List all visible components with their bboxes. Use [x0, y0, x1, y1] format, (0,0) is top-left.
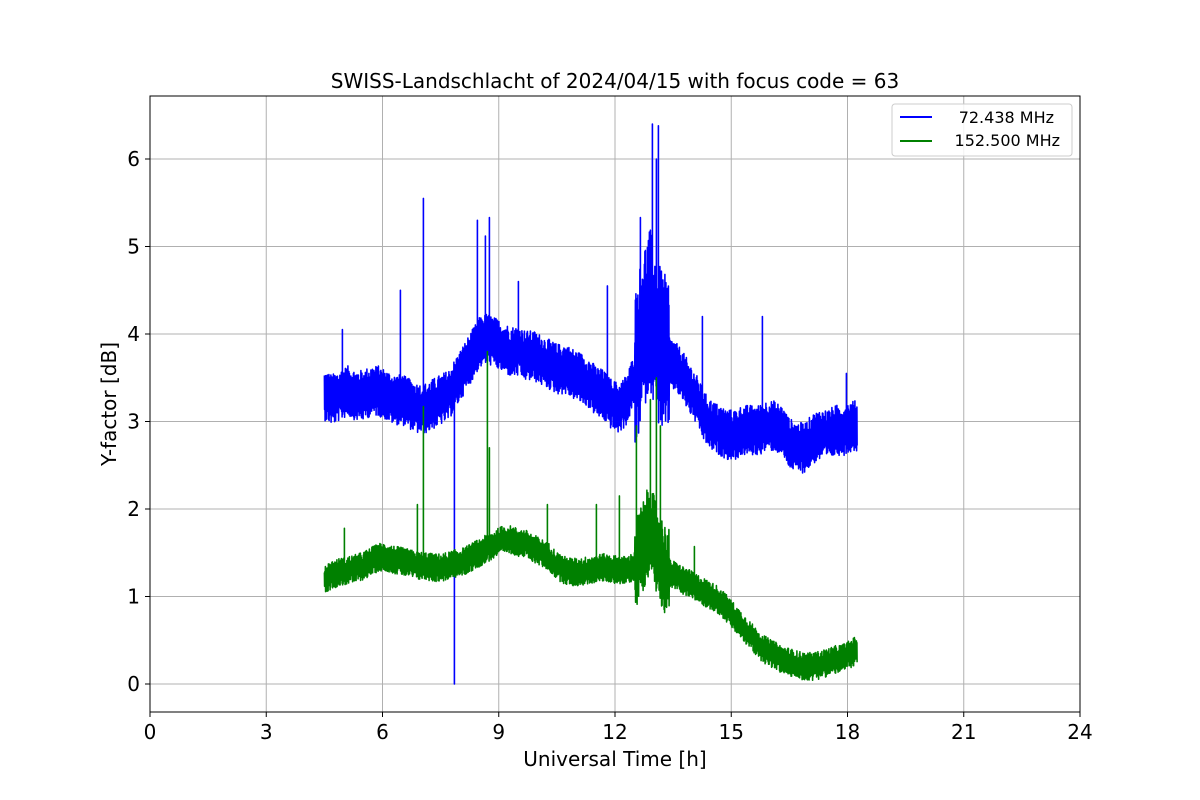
y-tick-label: 0	[127, 672, 140, 696]
series-line-1	[323, 350, 858, 681]
x-tick-label: 12	[602, 720, 627, 744]
legend-box	[891, 103, 1073, 157]
x-axis-label: Universal Time [h]	[523, 747, 706, 771]
x-tick-label: 6	[376, 720, 389, 744]
series-line-0	[323, 123, 858, 685]
chart-title: SWISS-Landschlacht of 2024/04/15 with fo…	[331, 69, 899, 93]
x-tick-label: 24	[1067, 720, 1092, 744]
x-tick-label: 15	[719, 720, 744, 744]
series-layer	[323, 123, 858, 685]
y-axis-label: Y-factor [dB]	[97, 342, 121, 467]
x-tick-label: 18	[835, 720, 860, 744]
y-tick-label: 4	[127, 322, 140, 346]
y-tick-label: 1	[127, 585, 140, 609]
legend-label-152mhz: 152.500 MHz	[955, 131, 1060, 150]
x-tick-label: 3	[260, 720, 273, 744]
y-tick-label: 5	[127, 235, 140, 259]
y-tick-label: 2	[127, 497, 140, 521]
legend: 72.438 MHz 152.500 MHz	[891, 103, 1073, 157]
x-tick-label: 21	[951, 720, 976, 744]
x-tick-label: 0	[144, 720, 157, 744]
y-tick-label: 6	[127, 147, 140, 171]
legend-label-72mhz: 72.438 MHz	[959, 108, 1054, 127]
x-tick-label: 9	[492, 720, 505, 744]
y-tick-label: 3	[127, 410, 140, 434]
